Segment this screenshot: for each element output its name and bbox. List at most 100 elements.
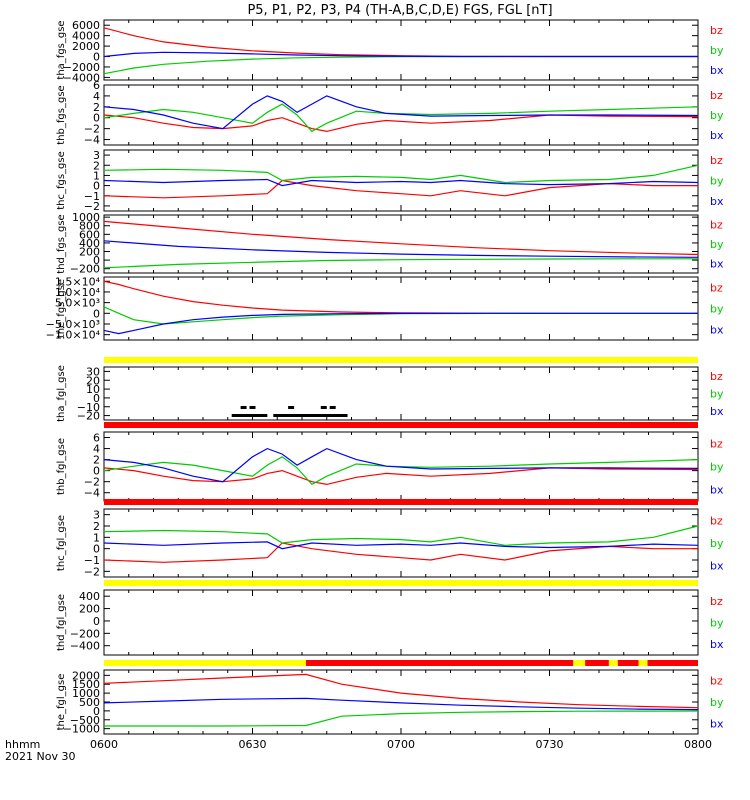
y-tick-label: 0	[93, 465, 100, 478]
legend-bx: bx	[710, 195, 724, 208]
legend-bz: bz	[710, 514, 723, 527]
y-tick-label: −2	[84, 123, 100, 136]
flag-segment	[585, 660, 609, 666]
legend-bz: bz	[710, 219, 723, 232]
y-tick-label: −2	[84, 476, 100, 489]
series-line-by	[103, 525, 699, 546]
y-tick-label: 6	[93, 79, 100, 92]
figure-title: P5, P1, P2, P3, P4 (TH-A,B,C,D,E) FGS, F…	[247, 3, 552, 18]
mode-tick	[240, 406, 247, 409]
y-tick-label: 1	[93, 169, 100, 182]
series-line-bx	[103, 312, 698, 335]
y-tick-label: 2	[93, 454, 100, 467]
y-tick-label: 0	[93, 705, 100, 718]
y-tick-label: 4000	[72, 30, 100, 43]
y-tick-label: −4	[84, 134, 100, 147]
legend-bx: bx	[710, 129, 724, 142]
flag-segment	[104, 422, 698, 428]
series-line-bz	[103, 467, 699, 486]
y-tick-label: −1	[84, 190, 100, 203]
legend-by: by	[710, 303, 724, 316]
legend-bz: bz	[710, 282, 723, 295]
y-tick-label: 0	[93, 392, 100, 405]
legend-bx: bx	[710, 324, 724, 337]
y-tick-label: 2000	[72, 669, 100, 682]
y-tick-label: −5.0×10³	[46, 318, 100, 331]
x-tick-label: 0600	[90, 738, 118, 751]
y-tick-label: −1.0×10⁴	[46, 329, 101, 342]
series-line-by	[103, 103, 699, 133]
mode-tick	[288, 406, 295, 409]
y-tick-label: 200	[79, 246, 100, 259]
y-tick-label: 4	[93, 90, 100, 103]
x-axis-labels: 0600 0630 0700 0730 0800	[90, 738, 712, 751]
y-tick-label: −10	[77, 401, 100, 414]
series-line-bx	[103, 447, 699, 483]
flag-segment	[104, 580, 698, 586]
legend-bx: bx	[710, 638, 724, 651]
y-tick-label: 1000	[72, 211, 100, 224]
flag-segment	[647, 660, 698, 666]
series-line-bx	[103, 240, 699, 258]
series-line-bz	[103, 280, 698, 314]
y-tick-label: 2	[93, 520, 100, 533]
y-axis-label: thd_fgl_gse	[56, 594, 67, 651]
legend-by: by	[710, 175, 724, 188]
y-tick-label: 400	[79, 237, 100, 250]
legend-by: by	[710, 388, 724, 401]
x-tick-label: 0700	[387, 738, 415, 751]
legend-bz: bz	[710, 370, 723, 383]
y-tick-label: 0	[93, 51, 100, 64]
y-tick-label: 400	[79, 590, 100, 603]
y-tick-label: 6000	[72, 19, 100, 32]
mode-tick	[249, 406, 256, 409]
y-tick-label: 30	[86, 365, 100, 378]
series-line-bx	[103, 51, 698, 58]
y-tick-label: 0	[93, 112, 100, 125]
legend-bx: bx	[710, 717, 724, 730]
y-tick-label: 3	[93, 149, 100, 162]
y-tick-label: 800	[79, 220, 100, 233]
legend-bz: bz	[710, 675, 723, 688]
panel-frame	[103, 366, 699, 421]
y-axis-label: the_fgs_gse	[56, 279, 67, 338]
y-tick-label: 500	[79, 696, 100, 709]
legend-by: by	[710, 617, 724, 630]
flag-segment	[104, 660, 306, 666]
series-line-bx	[103, 178, 699, 187]
series-line-bz	[103, 542, 698, 563]
series-line-bz	[103, 673, 699, 709]
y-tick-label: −2000	[63, 61, 100, 74]
series-line-by	[103, 306, 698, 325]
series-line-bz	[103, 114, 699, 133]
series-line-bx	[103, 697, 699, 711]
mode-tick	[320, 406, 327, 409]
flag-segment	[617, 660, 639, 666]
legend-bz: bz	[710, 154, 723, 167]
y-tick-label: −4	[84, 487, 100, 500]
flag-segment	[104, 357, 698, 363]
legend-by: by	[710, 537, 724, 550]
y-tick-label: 600	[79, 228, 100, 241]
legend-bx: bx	[710, 257, 724, 270]
series-line-bx	[103, 95, 699, 130]
x-tick-label: 0730	[536, 738, 564, 751]
mode-tick	[329, 406, 336, 409]
y-tick-label: 2	[93, 159, 100, 172]
y-tick-label: −200	[70, 263, 100, 276]
y-axis-label: the_fgl_gse	[56, 674, 67, 731]
date-label: 2021 Nov 30	[5, 750, 75, 763]
series-line-by	[103, 55, 698, 75]
y-axis-label: tha_fgl_gse	[56, 365, 67, 422]
y-tick-label: −500	[70, 714, 100, 727]
legend-bz: bz	[710, 595, 723, 608]
legend-bx: bx	[710, 405, 724, 418]
panel-frame	[103, 589, 699, 656]
y-tick-label: 20	[86, 374, 100, 387]
mode-bar	[231, 414, 268, 417]
